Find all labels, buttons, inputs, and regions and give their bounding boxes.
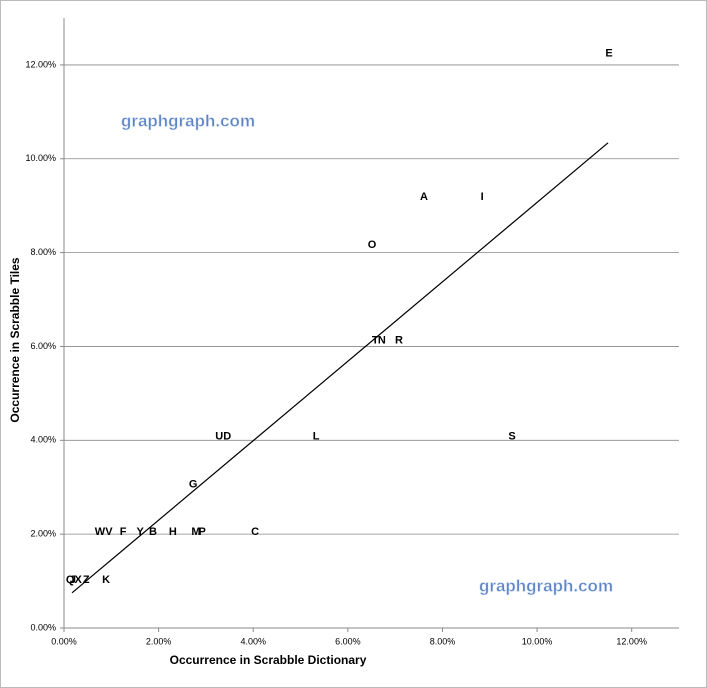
x-tick-label: 2.00%: [146, 636, 172, 646]
point-label: W: [95, 526, 106, 538]
point-label: O: [368, 239, 377, 251]
point-label: S: [508, 430, 515, 442]
point-label: R: [395, 335, 403, 347]
y-tick-label: 8.00%: [30, 247, 56, 257]
x-tick-label: 8.00%: [430, 636, 456, 646]
point-label: Q: [66, 574, 75, 586]
point-label: B: [149, 526, 157, 538]
x-tick-label: 6.00%: [335, 636, 361, 646]
point-label: V: [105, 526, 113, 538]
y-tick-label: 2.00%: [30, 529, 56, 539]
point-label: D: [223, 430, 231, 442]
point-label: P: [198, 526, 205, 538]
y-tick-label: 4.00%: [30, 435, 56, 445]
x-tick-label: 10.00%: [522, 636, 553, 646]
watermark: graphgraph.com: [121, 111, 255, 130]
point-label: U: [215, 430, 223, 442]
point-label: J: [70, 574, 76, 586]
y-tick-label: 0.00%: [30, 622, 56, 632]
trendline: [71, 142, 609, 594]
point-label: A: [420, 191, 428, 203]
x-axis-label: Occurrence in Scrabble Dictionary: [170, 653, 367, 667]
y-tick-label: 12.00%: [25, 59, 56, 69]
point-label: K: [102, 574, 110, 586]
point-label: C: [251, 526, 259, 538]
x-tick-label: 12.00%: [616, 636, 647, 646]
y-tick-label: 10.00%: [25, 153, 56, 163]
point-label: H: [169, 526, 177, 538]
point-label: F: [120, 526, 127, 538]
x-tick-label: 0.00%: [51, 636, 77, 646]
point-label: L: [313, 430, 320, 442]
point-label: X: [75, 574, 83, 586]
y-tick-label: 6.00%: [30, 341, 56, 351]
point-label: G: [189, 478, 198, 490]
watermark: graphgraph.com: [479, 576, 613, 595]
point-label: Z: [83, 574, 90, 586]
point-label: N: [378, 335, 386, 347]
x-tick-label: 4.00%: [240, 636, 266, 646]
point-label: E: [605, 48, 612, 60]
point-label: T: [372, 335, 379, 347]
point-label: Y: [136, 526, 144, 538]
point-label: M: [191, 526, 200, 538]
point-label: I: [481, 191, 484, 203]
y-axis-label: Occurrence in Scrabble Tiles: [8, 257, 22, 423]
